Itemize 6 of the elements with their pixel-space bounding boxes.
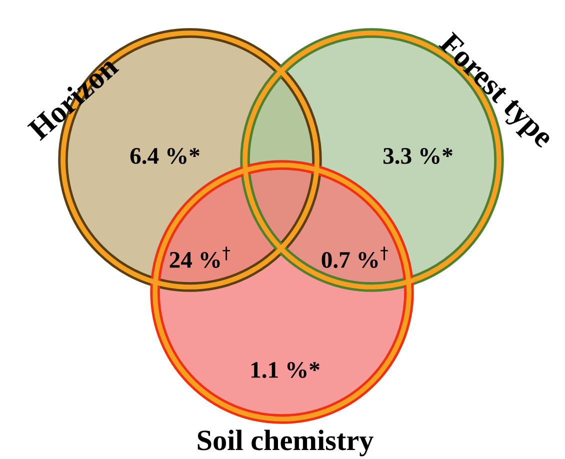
text: Soil chemistry [198,430,374,456]
data-label: 6.4 %* [130,148,200,164]
data-label: 3.3 %* [383,148,452,164]
data-label: 24 %$^{†}$ [170,246,230,268]
data-label: 1.1 %* [251,362,320,378]
data-label: 0.7 %$^{†}$ [322,246,388,268]
